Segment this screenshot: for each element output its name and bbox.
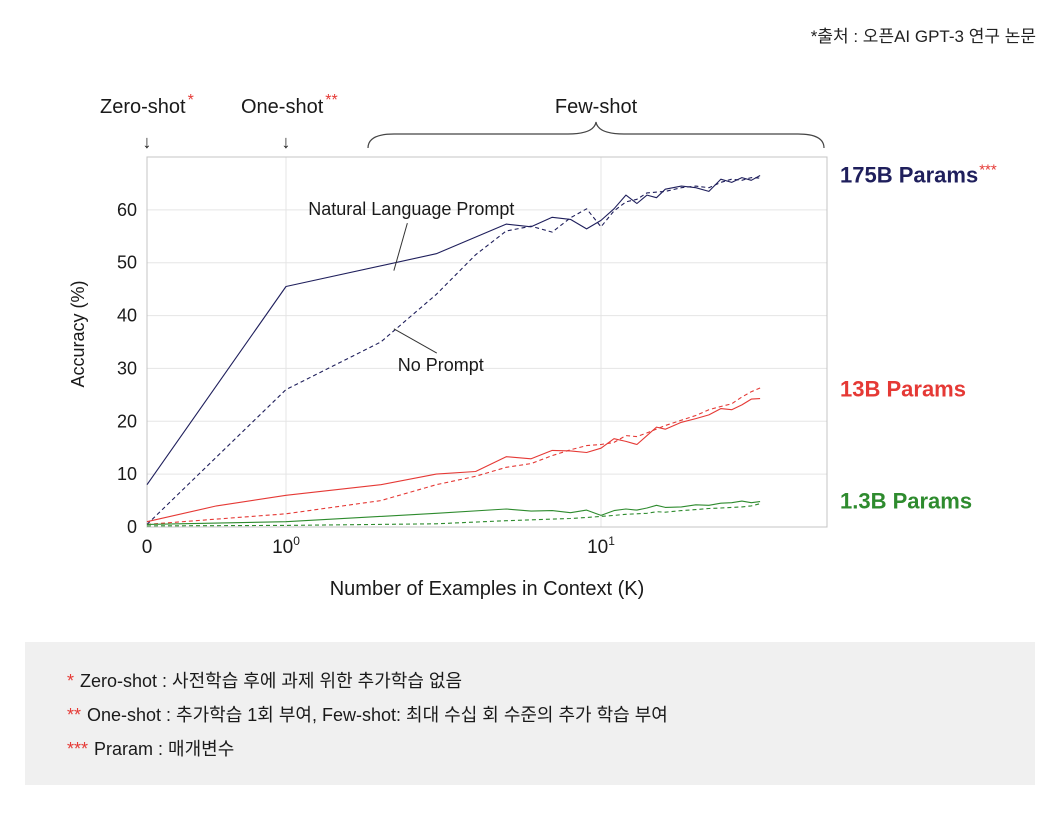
series-lines bbox=[146, 175, 761, 527]
footnote-one-shot: ** One-shot : 추가학습 1회 부여, Few-shot: 최대 수십… bbox=[67, 698, 1035, 732]
x-axis-label: Number of Examples in Context (K) bbox=[330, 578, 645, 600]
series-label-p175: 175B Params*** bbox=[840, 162, 997, 188]
series-line-p175-dashed bbox=[146, 177, 761, 525]
series-line-p13-solid bbox=[146, 398, 761, 523]
y-tick-label: 50 bbox=[117, 253, 137, 273]
y-tick-label: 20 bbox=[117, 411, 137, 431]
series-line-p175-solid bbox=[146, 175, 761, 486]
series-label-p13: 13B Params bbox=[840, 377, 966, 402]
accuracy-chart: Zero-shot * ↓ One-shot ** ↓ Few-shot 01020… bbox=[68, 92, 997, 600]
x-tick-label: 100 bbox=[272, 534, 300, 558]
footnote-text: Zero-shot : 사전학습 후에 과제 위한 추가학습 없음 bbox=[80, 671, 463, 691]
series-line-p1_3-solid bbox=[146, 500, 761, 525]
y-tick-label: 0 bbox=[127, 517, 137, 537]
x-tick-label: 101 bbox=[587, 534, 615, 558]
x-tick-exponent: 1 bbox=[608, 534, 615, 548]
footnote-zero-shot: * Zero-shot : 사전학습 후에 과제 위한 추가학습 없음 bbox=[67, 664, 1035, 698]
footnote-param: *** Praram : 매개변수 bbox=[67, 732, 1035, 766]
zero-shot-label: Zero-shot * bbox=[100, 92, 194, 118]
chart-annotations: Natural Language Prompt No Prompt bbox=[308, 199, 514, 375]
annotation-leader bbox=[393, 328, 438, 354]
footnote-asterisk: *** bbox=[67, 739, 89, 759]
y-tick-label: 30 bbox=[117, 358, 137, 378]
footnotes-box: * Zero-shot : 사전학습 후에 과제 위한 추가학습 없음 ** One… bbox=[25, 642, 1035, 785]
series-label-p1_3: 1.3B Params bbox=[840, 489, 972, 514]
footnote-asterisk: * bbox=[67, 671, 75, 691]
annotation-leader bbox=[393, 223, 408, 271]
one-shot-label: One-shot ** bbox=[241, 92, 338, 118]
y-axis-label: Accuracy (%) bbox=[68, 280, 88, 387]
x-tick-exponent: 0 bbox=[293, 534, 300, 548]
plot-frame bbox=[146, 156, 828, 528]
one-shot-asterisk: ** bbox=[325, 92, 337, 109]
footnote-asterisk: ** bbox=[67, 705, 82, 725]
annotation-label: No Prompt bbox=[398, 355, 484, 375]
series-end-labels: 175B Params*** 13B Params 1.3B Params bbox=[840, 162, 997, 514]
y-tick-label: 60 bbox=[117, 200, 137, 220]
source-note: *출처 : 오픈AI GPT-3 연구 논문 bbox=[810, 27, 1036, 46]
annotation-label: Natural Language Prompt bbox=[308, 199, 514, 219]
few-shot-label: Few-shot bbox=[555, 96, 638, 118]
series-line-p13-dashed bbox=[146, 387, 761, 525]
zero-shot-asterisk: * bbox=[188, 92, 194, 109]
footnote-text: One-shot : 추가학습 1회 부여, Few-shot: 최대 수십 회… bbox=[87, 705, 668, 725]
one-shot-arrow: ↓ bbox=[282, 132, 291, 152]
few-shot-brace bbox=[367, 121, 825, 149]
series-label-asterisk: *** bbox=[979, 162, 997, 179]
y-axis-ticks: 0 10 20 30 40 50 60 bbox=[117, 200, 137, 537]
y-tick-label: 40 bbox=[117, 306, 137, 326]
grid-lines bbox=[147, 157, 827, 527]
y-tick-label: 10 bbox=[117, 464, 137, 484]
x-axis-ticks: 0 100 101 bbox=[142, 534, 616, 558]
zero-shot-arrow: ↓ bbox=[143, 132, 152, 152]
x-tick-label: 0 bbox=[142, 537, 153, 558]
footnote-text: Praram : 매개변수 bbox=[94, 739, 235, 759]
